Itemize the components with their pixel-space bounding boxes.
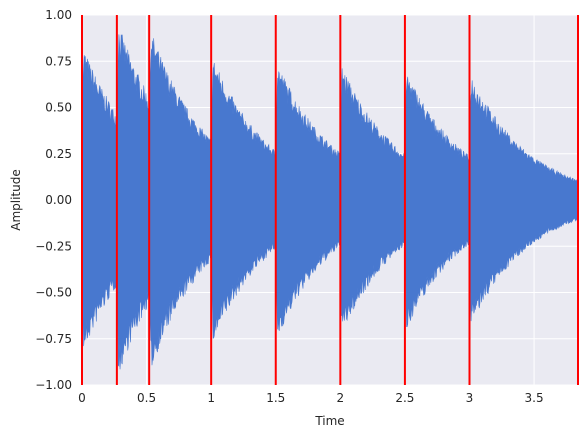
x-tick-label: 2.5 (395, 391, 414, 405)
x-axis-label: Time (314, 414, 344, 428)
y-tick-label: 0.50 (45, 101, 72, 115)
y-tick-label: 0.00 (45, 193, 72, 207)
y-axis-ticks: −1.00 −0.75 −0.50 −0.25 0.00 0.25 0.50 0.75 1.00 (35, 8, 72, 392)
x-axis-ticks: 0 0.5 1 1.5 2 2.5 3 3.5 (78, 391, 543, 405)
x-tick-label: 1 (207, 391, 215, 405)
y-tick-label: −0.25 (35, 239, 72, 253)
y-tick-label: 1.00 (45, 8, 72, 22)
y-axis-label: Amplitude (9, 169, 23, 231)
onset-lines (81, 15, 579, 385)
x-tick-label: 2 (337, 391, 345, 405)
y-tick-label: 0.75 (45, 54, 72, 68)
x-tick-label: 0 (78, 391, 86, 405)
y-tick-label: 0.25 (45, 147, 72, 161)
y-tick-label: −0.50 (35, 286, 72, 300)
x-tick-label: 0.5 (137, 391, 156, 405)
x-tick-label: 1.5 (266, 391, 285, 405)
x-tick-label: 3.5 (525, 391, 544, 405)
x-tick-label: 3 (466, 391, 474, 405)
y-tick-label: −0.75 (35, 332, 72, 346)
y-tick-label: −1.00 (35, 378, 72, 392)
